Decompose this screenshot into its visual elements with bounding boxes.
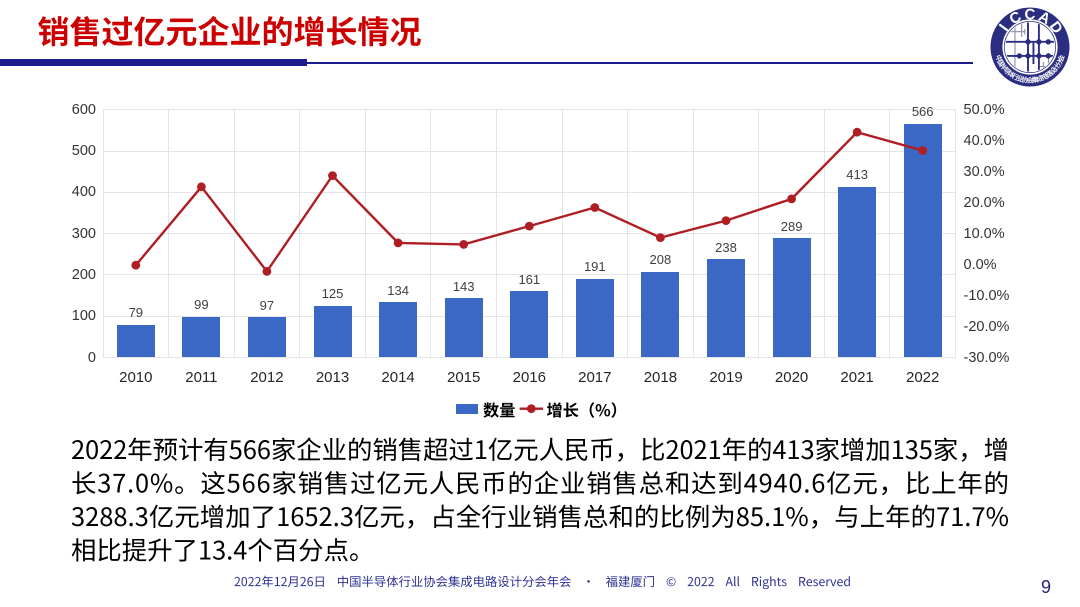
- svg-text:C: C: [1024, 6, 1035, 23]
